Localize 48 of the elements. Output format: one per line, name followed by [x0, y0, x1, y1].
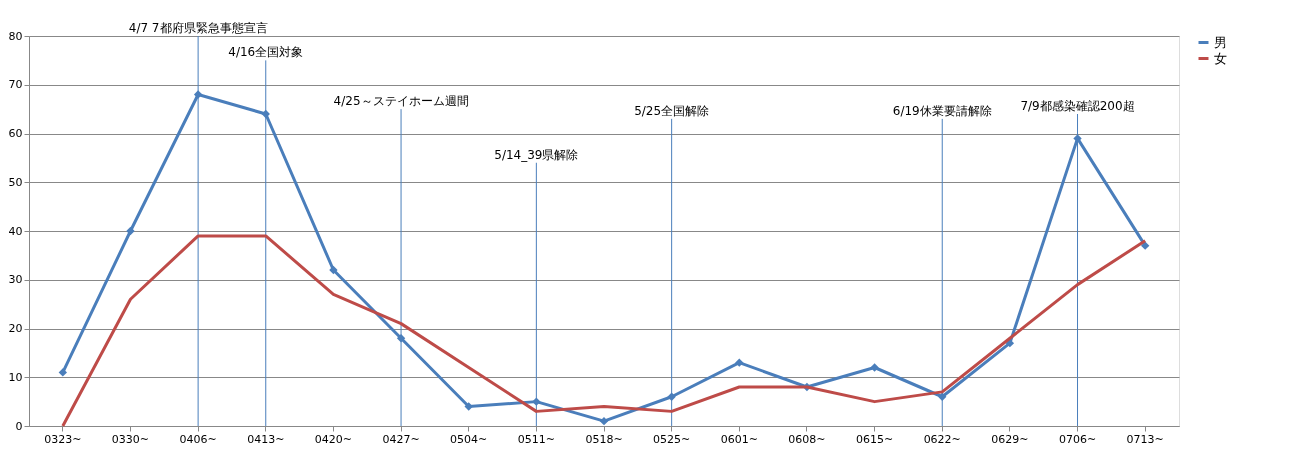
legend-label: 女 [1214, 50, 1227, 66]
annotation: 4/16全国対象 [228, 45, 304, 60]
y-tick-label: 50 [8, 175, 23, 189]
point [870, 363, 879, 372]
x-tick-label: 0413~ [247, 432, 285, 446]
point [599, 416, 609, 426]
annotation: 5/14_39県解除 [494, 147, 579, 162]
point [735, 358, 744, 367]
annotation: 6/19休業要請解除 [892, 103, 992, 118]
y-tick-label: 70 [8, 78, 23, 92]
point [532, 397, 541, 406]
x-tick-label: 0406~ [179, 432, 217, 446]
y-tick-label: 0 [15, 419, 23, 433]
x-tick-label: 0713~ [1126, 432, 1164, 446]
x-tick-label: 0615~ [855, 432, 894, 446]
x-tick-label: 0601~ [720, 432, 758, 446]
x-tick-label: 0706~ [1058, 432, 1097, 446]
annotation: 7/9都感染確認200超 [1020, 99, 1135, 113]
point [667, 392, 676, 401]
point [58, 368, 68, 377]
x-tick-label: 0511~ [517, 432, 555, 446]
y-tick-label: 60 [8, 127, 23, 140]
x-tick-label: 0518~ [585, 432, 623, 446]
point [329, 265, 338, 275]
annotation: 5/25全国解除 [634, 103, 710, 118]
x-tick-label: 0330~ [111, 432, 150, 446]
x-tick-label: 0323~ [44, 432, 82, 446]
x-tick-label: 0622~ [923, 432, 961, 446]
y-tick-label: 10 [8, 370, 23, 384]
y-tick-label: 80 [8, 29, 23, 43]
x-tick-label: 0629~ [991, 432, 1029, 446]
y-tick-label: 30 [8, 273, 23, 287]
annotation: 4/25～ステイホーム週間 [333, 94, 469, 109]
annotation: 4/7 7都府県緊急事態宣言 [128, 21, 268, 35]
y-tick-label: 20 [8, 322, 23, 335]
x-tick-label: 0525~ [653, 432, 691, 446]
legend-label: 男 [1214, 34, 1227, 50]
point [193, 90, 203, 99]
y-tick-label: 40 [8, 224, 23, 238]
x-tick-label: 0427~ [382, 432, 420, 446]
x-tick-label: 0504~ [450, 432, 488, 446]
point [938, 392, 947, 401]
point [396, 334, 406, 343]
point [126, 226, 135, 236]
x-tick-label: 0608~ [788, 432, 826, 446]
point [261, 109, 270, 119]
point [464, 402, 473, 411]
x-tick-label: 0420~ [314, 432, 353, 446]
